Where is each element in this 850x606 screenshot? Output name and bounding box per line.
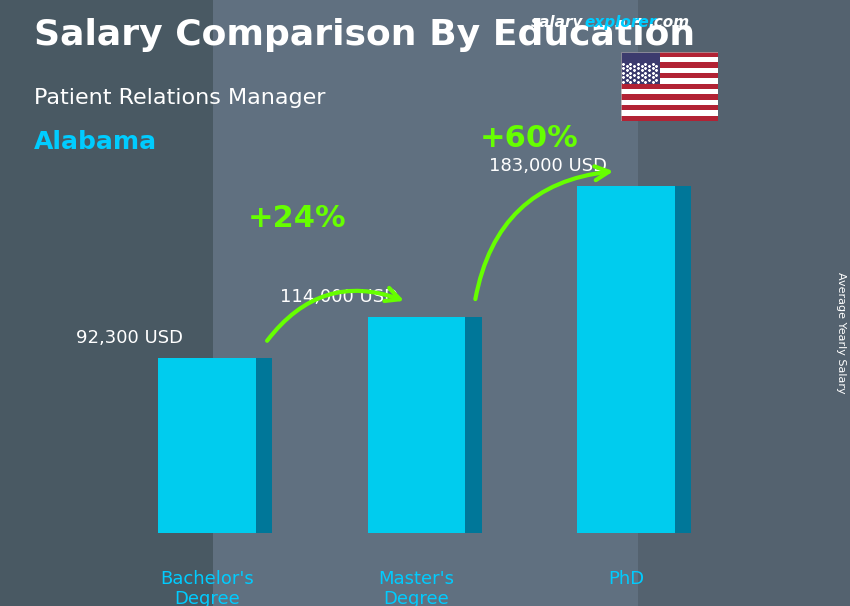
Bar [620, 68, 718, 73]
Bar [638, 0, 850, 606]
Bar [620, 95, 718, 100]
Text: explorer: explorer [585, 15, 657, 30]
Bar [620, 100, 718, 105]
Bar [620, 73, 718, 78]
Text: salary: salary [531, 15, 584, 30]
Text: +60%: +60% [479, 124, 578, 153]
Text: Alabama: Alabama [34, 130, 157, 155]
Text: Average Yearly Salary: Average Yearly Salary [836, 273, 846, 394]
Text: 114,000 USD: 114,000 USD [280, 288, 398, 305]
Bar [620, 110, 718, 116]
Bar [620, 52, 660, 84]
Bar [620, 52, 718, 57]
Bar [0, 0, 212, 606]
Text: Master's
Degree: Master's Degree [378, 570, 455, 606]
Bar [620, 62, 718, 68]
Text: .com: .com [649, 15, 689, 30]
Polygon shape [256, 358, 272, 533]
Bar [620, 89, 718, 95]
Polygon shape [675, 186, 691, 533]
Text: PhD: PhD [608, 570, 644, 588]
Polygon shape [368, 317, 465, 533]
Text: 92,300 USD: 92,300 USD [76, 329, 183, 347]
Text: Salary Comparison By Education: Salary Comparison By Education [34, 18, 695, 52]
Bar [620, 78, 718, 84]
Bar [620, 57, 718, 62]
Text: +24%: +24% [247, 204, 346, 233]
Text: 183,000 USD: 183,000 USD [489, 157, 607, 175]
Bar [620, 84, 718, 89]
Polygon shape [158, 358, 256, 533]
Polygon shape [465, 317, 482, 533]
Bar [620, 116, 718, 121]
Polygon shape [577, 186, 675, 533]
Bar [620, 105, 718, 110]
Text: Bachelor's
Degree: Bachelor's Degree [160, 570, 254, 606]
Text: Patient Relations Manager: Patient Relations Manager [34, 88, 326, 108]
